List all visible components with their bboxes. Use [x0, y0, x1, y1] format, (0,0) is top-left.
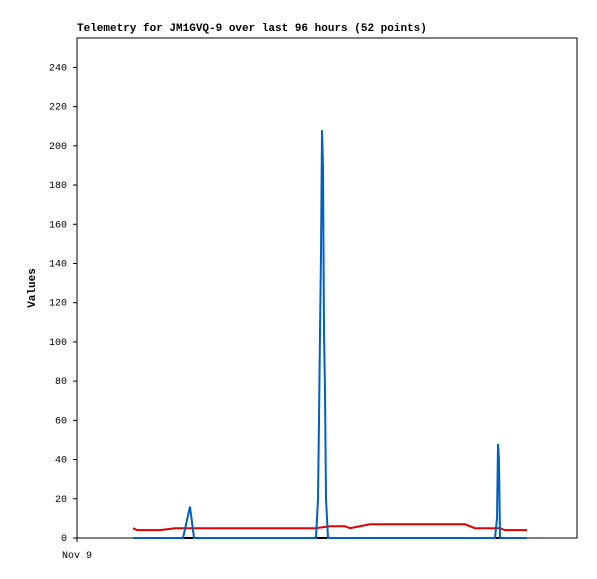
y-tick-label: 120: [49, 299, 67, 310]
y-tick-label: 160: [49, 220, 67, 231]
y-tick-label: 80: [55, 377, 67, 388]
chart-title: Telemetry for JM1GVQ-9 over last 96 hour…: [77, 23, 427, 35]
y-tick-label: 180: [49, 181, 67, 192]
y-tick-label: 200: [49, 142, 67, 153]
y-tick-label: 20: [55, 495, 67, 506]
y-tick-label: 100: [49, 338, 67, 349]
y-tick-label: 40: [55, 456, 67, 467]
series-line: [133, 130, 527, 539]
y-tick-label: 240: [49, 63, 67, 74]
x-tick-label: Nov 9: [62, 551, 92, 562]
y-tick-label: 60: [55, 416, 67, 427]
y-axis-label: Values: [27, 268, 39, 308]
y-tick-label: 0: [61, 534, 67, 545]
y-tick-label: 220: [49, 103, 67, 114]
y-tick-label: 140: [49, 259, 67, 270]
